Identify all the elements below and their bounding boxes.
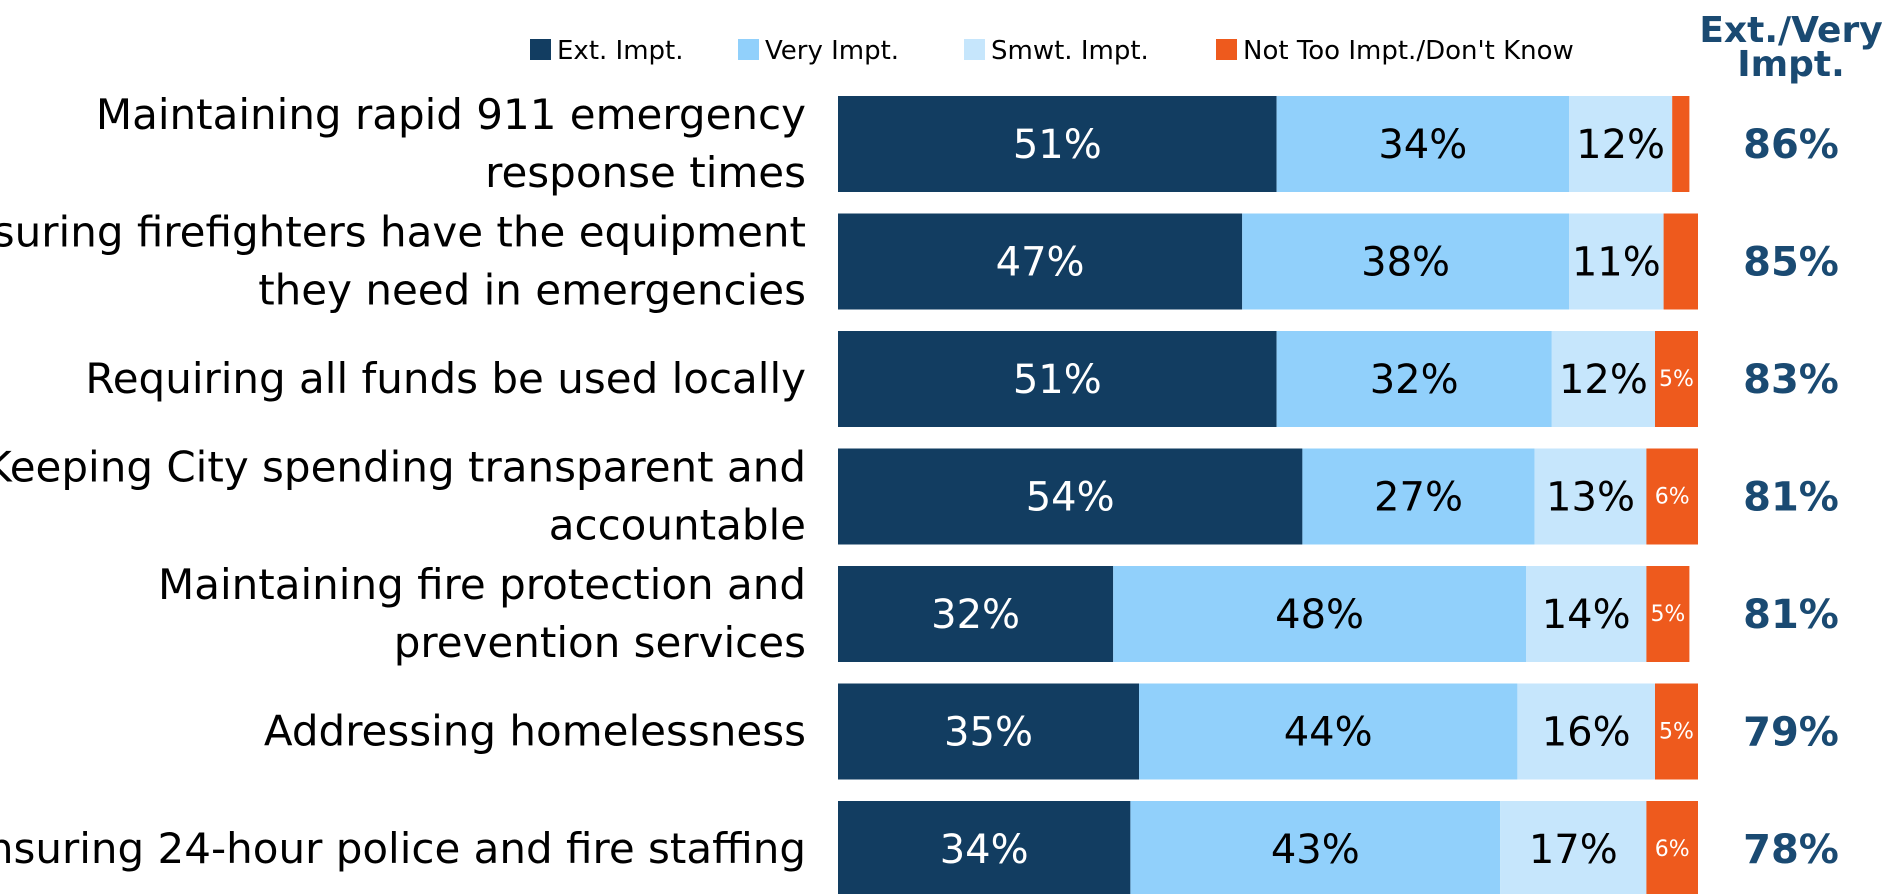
data-label: 44% [1284, 710, 1373, 756]
data-label: 16% [1542, 710, 1631, 756]
total-label: 79% [1743, 710, 1839, 756]
totals-header-line: Impt. [1737, 44, 1845, 85]
bar-segment [1646, 448, 1698, 545]
bar-segment [1663, 213, 1698, 310]
legend-swatch [738, 39, 759, 60]
data-label: 43% [1271, 827, 1360, 873]
bar-row: Ensuring firefighters have the equipment… [0, 208, 1839, 315]
bar-segment [838, 96, 1277, 192]
bar-row: Keeping City spending transparent and acc… [0, 443, 1839, 550]
bar-segment [1500, 801, 1647, 894]
data-label: 17% [1529, 827, 1618, 873]
total-label: 78% [1743, 827, 1839, 873]
bar-row: Requiring all funds be used locally 51% 32… [85, 331, 1839, 427]
bar-segment [838, 566, 1114, 662]
data-label: 47% [996, 240, 1085, 286]
totals-header-line: Ext./Very [1699, 10, 1882, 51]
bar-row: Maintaining rapid 911 emergency response … [96, 90, 1839, 197]
bar-row: Maintaining fire protection and preventio… [158, 560, 1839, 667]
data-label: 27% [1374, 475, 1463, 521]
data-label: 12% [1576, 122, 1665, 168]
legend: Ext. Impt. Very Impt. Smwt. Impt. Not Too I… [530, 36, 1574, 66]
data-label: 34% [1378, 122, 1467, 168]
bar-rows: Maintaining rapid 911 emergency response … [0, 90, 1839, 894]
data-label: 51% [1013, 122, 1102, 168]
category-label: Requiring all funds be used locally [85, 354, 806, 403]
bar-segment [838, 683, 1139, 780]
bar-segment [1139, 683, 1518, 780]
total-label: 81% [1743, 592, 1839, 638]
category-label: Maintaining rapid 911 emergency [96, 90, 806, 139]
bar-segment [1276, 331, 1552, 427]
legend-swatch [964, 39, 985, 60]
data-label: 54% [1026, 475, 1115, 521]
total-label: 85% [1743, 240, 1839, 286]
data-label: 34% [940, 827, 1029, 873]
category-label: they need in emergencies [258, 266, 806, 315]
bar-segment [1672, 96, 1690, 192]
bar-segment [1646, 566, 1690, 662]
category-label: Ensuring 24-hour police and fire staffin… [0, 824, 806, 873]
data-label: 11% [1572, 240, 1661, 286]
legend-label: Very Impt. [765, 36, 899, 66]
bar-segment [838, 213, 1243, 310]
category-label: Ensuring firefighters have the equipment [0, 208, 806, 257]
data-label: 38% [1361, 240, 1450, 286]
legend-label: Smwt. Impt. [991, 36, 1149, 66]
data-label: 48% [1275, 592, 1364, 638]
category-label: response times [485, 148, 806, 197]
bar-segment [838, 801, 1131, 894]
legend-swatch [530, 39, 551, 60]
data-label: 5% [1659, 367, 1694, 392]
bar-segment [1534, 448, 1647, 545]
bar-segment [1130, 801, 1501, 894]
legend-label: Ext. Impt. [557, 36, 684, 66]
data-label: 6% [1655, 485, 1690, 510]
data-label: 35% [944, 710, 1033, 756]
bar-row: Addressing homelessness 35% 44% 16% 5% 79% [264, 683, 1839, 780]
legend-label: Not Too Impt./Don't Know [1243, 36, 1574, 66]
bar-segment [1655, 331, 1698, 427]
bar-segment [1302, 448, 1535, 545]
category-label: prevention services [394, 618, 806, 667]
bar-segment [1517, 683, 1655, 780]
category-label: Addressing homelessness [264, 707, 806, 756]
data-label: 5% [1650, 602, 1685, 627]
bar-segment [1551, 331, 1655, 427]
bar-segment [1569, 96, 1673, 192]
data-label: 51% [1013, 357, 1102, 403]
data-label: 6% [1655, 837, 1690, 862]
bar-segment [1569, 213, 1664, 310]
legend-swatch [1216, 39, 1237, 60]
bar-segment [1655, 683, 1698, 780]
total-label: 83% [1743, 357, 1839, 403]
bar-segment [838, 331, 1277, 427]
legend-item-1: Ext. Impt. [530, 36, 684, 66]
category-label: Keeping City spending transparent and [0, 443, 806, 492]
data-label: 13% [1546, 475, 1635, 521]
legend-item-3: Smwt. Impt. [964, 36, 1149, 66]
bar-segment [838, 448, 1303, 545]
data-label: 12% [1559, 357, 1648, 403]
total-label: 81% [1743, 475, 1839, 521]
category-label: accountable [549, 501, 806, 550]
data-label: 32% [1370, 357, 1459, 403]
bar-segment [1276, 96, 1569, 192]
bar-segment [1526, 566, 1647, 662]
data-label: 32% [931, 592, 1020, 638]
category-label: Maintaining fire protection and [158, 560, 806, 609]
bar-segment [1242, 213, 1569, 310]
data-label: 14% [1542, 592, 1631, 638]
total-label: 86% [1743, 122, 1839, 168]
legend-item-2: Very Impt. [738, 36, 899, 66]
bar-segment [1113, 566, 1526, 662]
data-label: 5% [1659, 720, 1694, 745]
bar-row: Ensuring 24-hour police and fire staffin… [0, 801, 1839, 894]
bar-segment [1646, 801, 1698, 894]
legend-item-4: Not Too Impt./Don't Know [1216, 36, 1574, 66]
